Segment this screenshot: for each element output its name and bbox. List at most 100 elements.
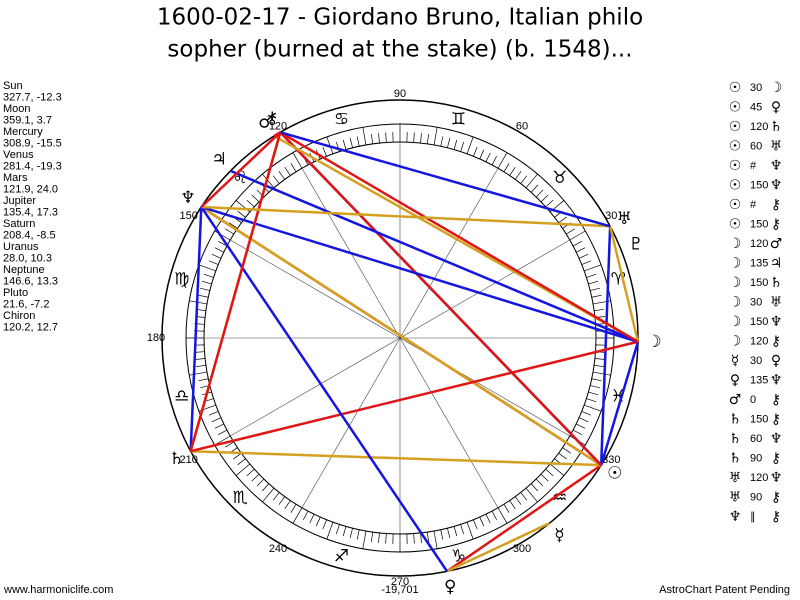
planet-position: 121.9, 24.0 [3,183,58,195]
hatch [214,423,224,429]
aspect-angle: 30 [750,82,762,94]
hatch [292,152,303,169]
hatch [594,358,605,360]
planet-position: 135.4, 17.3 [3,206,58,218]
aspect-planet: ☽ [729,314,742,330]
hatch [208,411,219,416]
hatch [235,463,251,476]
aspect-planet: ⚷ [771,217,781,233]
hatch [540,194,549,203]
hatch [284,500,291,509]
hatch [362,530,367,549]
hatch [440,529,444,540]
hatch [479,516,485,527]
planet-name: Venus [3,149,34,161]
degree-label: 180 [147,332,165,344]
hatch [198,294,209,298]
hatch [349,138,353,148]
hatch [535,189,544,198]
planet-position: 21.6, -7.2 [3,298,49,310]
aspect-angle: 150 [750,413,768,425]
aspect-line [230,169,639,343]
aspect-planet: ⚷ [771,509,781,525]
aspect-planet: ♀ [771,353,781,369]
aspect-planet: ☉ [729,158,742,174]
spoke [230,239,401,339]
planet-glyph: ♇ [629,234,644,254]
hatch [322,146,327,157]
planet-glyph: ♂ [258,112,273,132]
hatch [525,173,538,189]
zodiac-sign: ♎ [174,386,189,406]
aspect-line [599,341,640,466]
aspect-angle: 30 [750,296,762,308]
hatch [509,500,516,509]
aspect-planet: ☉ [729,178,742,194]
aspect-angle: 45 [750,101,762,113]
hatch [225,228,234,235]
title-line: sopher (burned at the stake) (b. 1548)..… [167,37,632,63]
aspect-planet: ♂ [729,392,742,408]
hatch [189,371,208,376]
aspect-line [189,131,282,452]
aspect-planet: ♂ [770,236,783,252]
hatch [290,504,297,513]
aspect-line [446,522,550,573]
hatch [576,423,586,429]
hatch [540,473,549,482]
hatch [211,253,222,259]
aspect-planet: ♆ [770,470,783,486]
planet-position: 281.4, -19.3 [3,160,62,172]
aspect-angle: 150 [750,316,768,328]
aspect-angle: ∥ [750,511,756,523]
hatch [290,163,297,172]
hatch [237,458,246,466]
planet-name: Pluto [3,287,28,299]
planet-name: Jupiter [3,195,36,207]
aspect-angle: 120 [750,472,768,484]
hatch [588,391,599,396]
hatch [233,452,242,460]
hatch [503,163,510,172]
degree-label: 120 [269,121,287,133]
zodiac-sign: ♍ [174,270,189,290]
hatch [558,452,567,460]
zodiac-sign: ♐ [334,546,349,566]
aspect-planet: ☉ [729,119,742,135]
aspect-angle: 30 [750,355,762,367]
hatch [479,149,485,160]
aspect-planet: ♆ [770,373,783,389]
hatch [309,514,315,524]
planet-name: Chiron [3,310,35,322]
aspect-planet: ☽ [729,295,742,311]
planet-glyph: ♆ [180,188,195,208]
hatch [261,483,270,492]
hatch [246,468,255,477]
aspect-angle: 150 [750,179,768,191]
hatch [378,133,380,144]
aspect-angle: 150 [750,277,768,289]
aspect-line [599,226,612,466]
hatch [520,175,528,184]
hatch [497,507,508,524]
hatch [342,526,347,537]
hatch [592,371,611,376]
aspect-angle: 135 [750,257,768,269]
planet-name: Mars [3,172,28,184]
aspect-line [279,131,611,228]
hatch [497,152,508,169]
degree-label: 30 [605,210,617,222]
hatch [426,532,430,543]
hatch-ring [186,124,614,552]
aspect-planet: ☽ [770,80,783,96]
aspect-planet: ♆ [770,158,783,174]
footer-right: AstroChart Patent Pending [659,584,790,596]
planet-glyph: ⚷ [266,108,278,128]
aspect-planet: ⚷ [771,197,781,213]
aspect-angle: 90 [750,491,762,503]
hatch [349,528,353,538]
aspect-planet: ⚷ [771,412,781,428]
wheel: ♈♉♊♋♌♍♎♏♐ ♑♒♓3060901201501802102402703003… [147,88,662,597]
planet-glyph: ♃ [212,150,227,170]
